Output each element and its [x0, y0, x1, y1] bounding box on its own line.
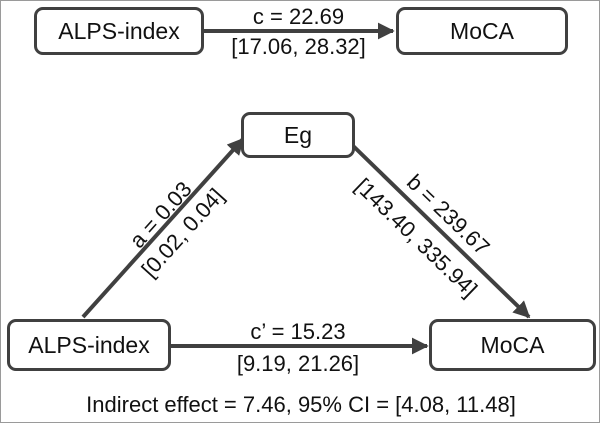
node-eg: Eg	[241, 112, 355, 158]
arrow-b	[344, 137, 531, 319]
label-path-c-prime: c’ = 15.23	[250, 319, 346, 344]
node-moca-top: MoCA	[396, 7, 568, 55]
indirect-effect-text: Indirect effect = 7.46, 95% CI = [4.08, …	[86, 392, 516, 417]
label-path-c-prime-ci: [9.19, 21.26]	[236, 351, 360, 376]
label-path-c: c = 22.69	[252, 4, 345, 29]
node-alps-index-top: ALPS-index	[34, 7, 204, 55]
node-moca: MoCA	[429, 319, 596, 371]
arrow-a	[81, 137, 245, 319]
node-alps-index: ALPS-index	[7, 319, 171, 371]
label-path-c-ci: [17.06, 28.32]	[231, 34, 366, 59]
